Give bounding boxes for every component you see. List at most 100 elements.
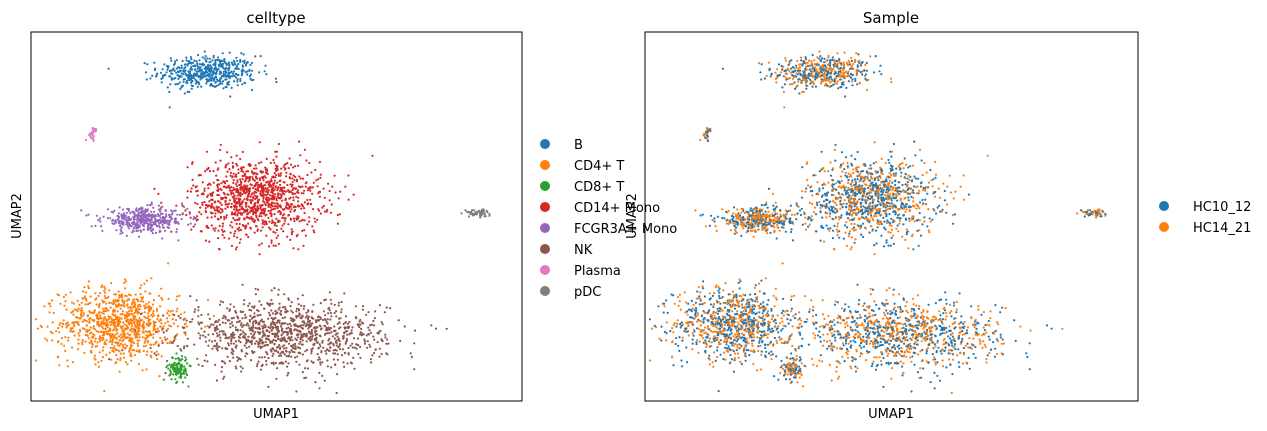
scatter-point — [138, 219, 141, 223]
scatter-point — [94, 224, 97, 227]
scatter-point — [231, 226, 234, 229]
scatter-point — [198, 63, 201, 66]
scatter-point — [57, 327, 60, 330]
scatter-point — [114, 300, 117, 303]
scatter-point — [118, 294, 121, 297]
scatter-point — [297, 191, 300, 194]
scatter-point — [146, 350, 149, 353]
scatter-point — [224, 332, 227, 335]
scatter-point — [305, 324, 308, 327]
scatter-point — [796, 59, 799, 63]
scatter-point — [117, 299, 120, 302]
scatter-point — [833, 60, 836, 63]
scatter-point — [830, 68, 833, 71]
scatter-point — [267, 245, 271, 248]
scatter-point — [185, 319, 188, 322]
celltype-legend-label: Plasma — [574, 264, 621, 279]
scatter-point — [211, 333, 215, 336]
scatter-point — [164, 229, 167, 232]
scatter-point — [117, 222, 121, 225]
scatter-point — [174, 357, 177, 360]
scatter-point — [275, 377, 278, 380]
scatter-point — [829, 75, 832, 78]
scatter-point — [200, 213, 203, 216]
scatter-point — [321, 361, 324, 364]
scatter-point — [175, 319, 178, 322]
scatter-point — [95, 214, 98, 217]
scatter-point — [132, 211, 135, 214]
scatter-point — [254, 188, 257, 191]
scatter-point — [228, 189, 231, 192]
scatter-point — [304, 234, 307, 237]
scatter-point — [256, 186, 259, 189]
scatter-point — [194, 82, 197, 85]
scatter-point — [189, 222, 192, 225]
scatter-point — [230, 244, 234, 247]
scatter-point — [305, 311, 308, 314]
scatter-point — [219, 143, 222, 146]
scatter-point — [58, 364, 61, 367]
scatter-point — [129, 340, 132, 343]
scatter-point — [335, 391, 338, 395]
scatter-point — [120, 327, 123, 330]
scatter-point — [713, 351, 716, 354]
scatter-point — [808, 64, 811, 67]
scatter-point — [88, 341, 91, 344]
scatter-point — [336, 213, 339, 217]
scatter-point — [312, 361, 315, 364]
scatter-point — [285, 346, 288, 350]
scatter-point — [203, 50, 206, 53]
scatter-point — [311, 317, 314, 320]
scatter-point — [691, 338, 694, 341]
scatter-point — [133, 321, 136, 324]
scatter-point — [219, 339, 222, 342]
scatter-point — [138, 333, 141, 336]
scatter-point — [297, 248, 300, 251]
scatter-point — [836, 66, 840, 69]
scatter-point — [240, 370, 243, 373]
scatter-point — [203, 57, 206, 60]
scatter-point — [138, 235, 141, 238]
scatter-point — [193, 343, 196, 346]
scatter-point — [100, 359, 103, 362]
scatter-point — [483, 212, 486, 215]
scatter-point — [236, 78, 239, 81]
scatter-point — [281, 188, 284, 192]
scatter-point — [335, 344, 338, 347]
scatter-point — [159, 71, 163, 74]
scatter-point — [284, 190, 287, 193]
scatter-point — [261, 219, 264, 222]
scatter-point — [346, 333, 349, 336]
scatter-point — [290, 301, 293, 304]
scatter-point — [157, 344, 160, 347]
scatter-point — [794, 313, 797, 316]
scatter-point — [156, 318, 159, 321]
scatter-point — [253, 219, 257, 222]
scatter-point — [340, 308, 343, 311]
scatter-point — [242, 211, 245, 214]
scatter-point — [843, 75, 846, 78]
scatter-point — [85, 214, 88, 217]
scatter-point — [289, 177, 292, 180]
scatter-point — [97, 219, 100, 222]
scatter-point — [303, 207, 306, 210]
scatter-point — [366, 346, 369, 349]
scatter-point — [804, 65, 808, 68]
scatter-point — [88, 321, 91, 324]
scatter-point — [359, 323, 362, 326]
scatter-point — [190, 228, 193, 231]
scatter-point — [288, 157, 291, 160]
scatter-point — [118, 370, 121, 373]
scatter-point — [810, 60, 813, 63]
scatter-point — [831, 58, 834, 62]
scatter-point — [319, 176, 322, 179]
scatter-point — [193, 59, 196, 62]
scatter-point — [332, 349, 335, 352]
scatter-point — [311, 186, 314, 189]
scatter-point — [190, 87, 193, 90]
scatter-point — [787, 63, 790, 66]
scatter-point — [136, 324, 139, 327]
scatter-point — [338, 317, 341, 320]
scatter-point — [380, 321, 383, 324]
scatter-point — [242, 324, 245, 327]
